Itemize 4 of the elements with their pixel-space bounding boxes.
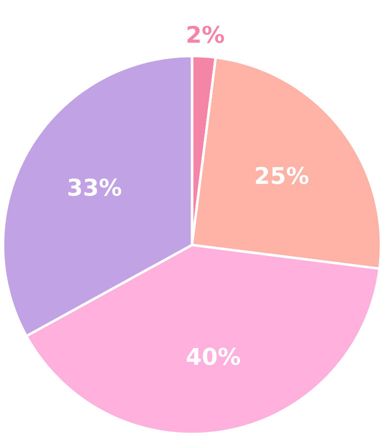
data-label: 40%	[186, 348, 240, 366]
data-label: 33%	[68, 178, 122, 196]
data-label: 25%	[256, 166, 308, 184]
data-label: 2%	[188, 26, 224, 44]
